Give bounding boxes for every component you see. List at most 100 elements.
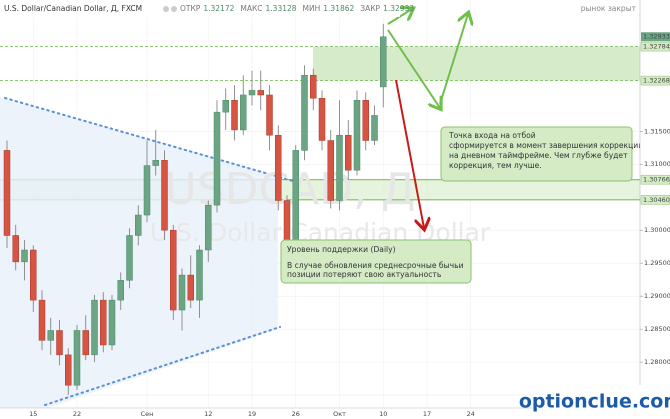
candles [3, 23, 387, 396]
arrows [387, 9, 468, 228]
level-label-bg [640, 41, 670, 52]
header-label: ЗАКР [360, 4, 380, 13]
x-tick-label: 12 [204, 410, 212, 418]
x-tick-label: 19 [248, 410, 256, 418]
axes: 1.275001.280001.285001.290001.295001.300… [29, 32, 670, 418]
candle-body [3, 150, 11, 236]
y-tick-label: 1.28500 [644, 325, 670, 333]
candle-body [12, 235, 19, 263]
header-label: ОТКР [180, 4, 201, 13]
candle-body [73, 330, 81, 386]
x-tick-label: 17 [423, 410, 431, 418]
x-tick-label: Сен [141, 410, 154, 418]
header: U.S. Dollar/Canadian Dollar, Д, FXCM ОТК… [0, 0, 414, 17]
y-tick-label: 1.29500 [644, 259, 670, 267]
candle-body [178, 274, 186, 311]
time-axis [0, 408, 640, 419]
x-tick-label: 15 [29, 410, 37, 418]
candle-body [196, 249, 203, 301]
candle-body [205, 204, 212, 251]
candle-body [266, 94, 273, 136]
candle-body [345, 134, 352, 171]
header-value: 1.32172 [203, 4, 234, 13]
brand: optionclue.com [519, 391, 670, 413]
annotation-text: позиции потеряют свою актуальность [287, 270, 442, 279]
price-label: 1.32933 [643, 33, 670, 41]
candle-body [152, 160, 159, 166]
candle-body [275, 134, 282, 201]
candle-body [257, 90, 264, 96]
arrow-rebound [439, 14, 468, 105]
candle-body [47, 330, 54, 341]
candle-body [91, 299, 98, 356]
header-label: МИН [303, 4, 321, 13]
x-tick-label: 24 [467, 410, 475, 418]
annotation-text: Точка входа на отбой [448, 131, 536, 140]
market-status: рынок закрыт [581, 4, 637, 13]
level-label-bg [640, 75, 670, 86]
candle-body [292, 150, 299, 251]
x-tick-label: 26 [292, 410, 300, 418]
candle-body [108, 299, 116, 346]
candle-body [82, 330, 89, 356]
level-label-bg [640, 195, 670, 205]
triangle-pattern [0, 97, 278, 408]
price-label-bg [641, 32, 670, 42]
header-value: 1.33128 [266, 4, 297, 13]
x-tick-label: 10 [379, 410, 387, 418]
candle-body [240, 94, 247, 131]
candle-body [310, 74, 317, 99]
candle-body [318, 98, 326, 141]
annotation-title: Уровень поддержки (Daily) [287, 245, 396, 254]
candle-body [231, 100, 238, 131]
candle-body [327, 140, 334, 201]
candle-body [222, 100, 229, 113]
candle-body [380, 36, 387, 88]
y-tick-label: 1.28000 [644, 358, 670, 366]
candle-body [38, 299, 46, 341]
candle-body [56, 330, 63, 356]
arrow-correction [387, 29, 440, 108]
candle-body [362, 100, 369, 141]
candle-body [301, 74, 308, 151]
chart-title: U.S. Dollar/Canadian Dollar, Д, FXCM [4, 4, 142, 13]
level-label: 1.30460 [643, 196, 670, 204]
y-tick-label: 1.29000 [644, 292, 670, 300]
candle-body [336, 134, 343, 201]
candle-body [213, 111, 221, 206]
header-bg [0, 0, 400, 17]
candle-body [135, 214, 142, 236]
header-dot [163, 6, 169, 12]
candle-body [30, 249, 37, 301]
candle-body [117, 280, 124, 301]
x-tick-label: Окт [333, 410, 346, 418]
candle-body [170, 229, 177, 311]
annotation-box [440, 126, 633, 182]
resistance-zone [313, 46, 640, 81]
triangle-upper-line [4, 97, 301, 184]
annotation-text: на дневном таймфрейме. Чем глубже будет [449, 151, 628, 160]
y-tick-label: 1.31000 [644, 160, 670, 168]
candle-body [187, 274, 194, 301]
header-label: МАКС [240, 4, 262, 13]
candle-body [248, 90, 256, 96]
candle-body [161, 160, 168, 231]
annotation-box [280, 239, 472, 284]
candle-body [126, 235, 133, 281]
brand-box [532, 385, 670, 419]
y-tick-label: 1.31500 [644, 127, 670, 135]
header-dot [171, 6, 177, 12]
annotation-support: Уровень поддержки (Daily) В случае обнов… [280, 239, 472, 284]
x-tick-label: 22 [73, 410, 81, 418]
annotation-text: В случае обновления среднесрочные бычьи [287, 261, 464, 270]
level-label: 1.32784 [643, 43, 670, 51]
candle-body [353, 100, 361, 171]
level-label: 1.32268 [643, 77, 670, 85]
header-value: 1.31862 [323, 4, 354, 13]
candle-body [21, 249, 28, 263]
candle-body [65, 354, 72, 386]
arrow-down [395, 79, 424, 228]
level-label: 1.30766 [643, 176, 670, 184]
